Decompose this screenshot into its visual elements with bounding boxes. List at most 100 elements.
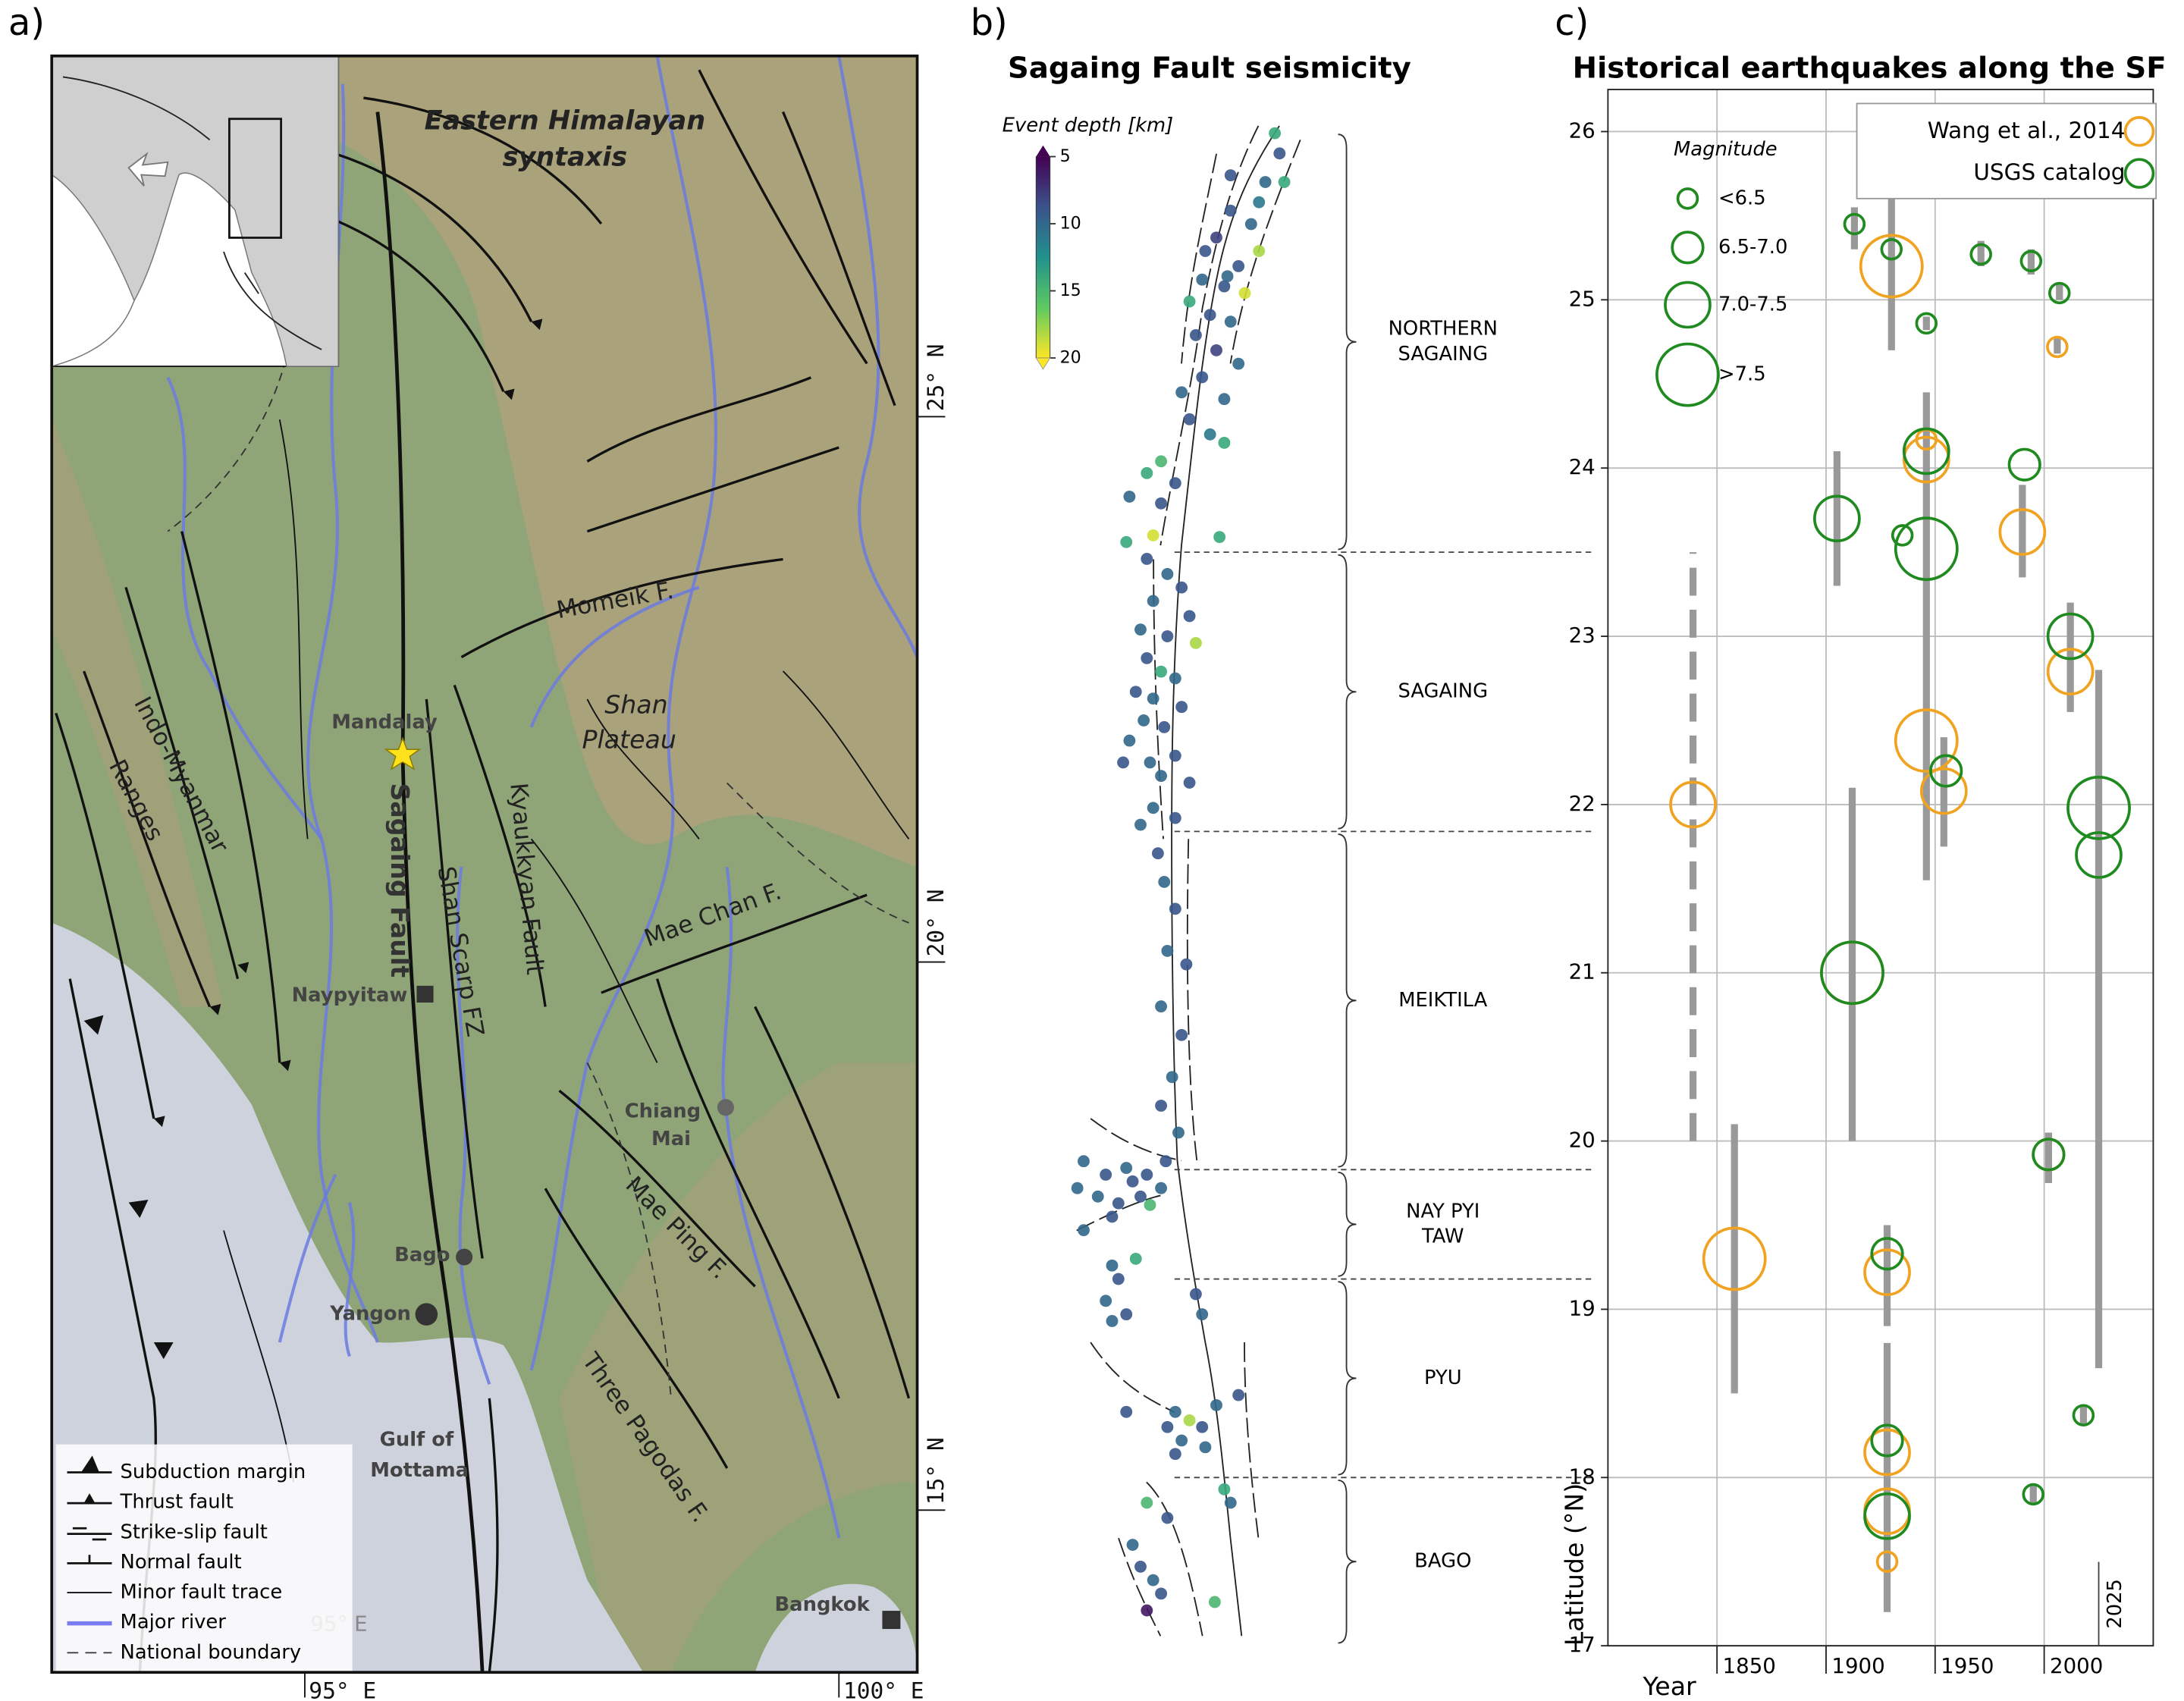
earthquake	[1183, 610, 1196, 623]
earthquake	[1208, 1596, 1221, 1608]
earthquake	[1141, 651, 1153, 664]
river	[456, 866, 491, 1386]
earthquake-marker	[1902, 427, 1950, 475]
earthquake	[1253, 245, 1266, 257]
y-axis-label: Latitude (°N)	[1559, 1483, 1589, 1646]
legend-symbol	[67, 1555, 112, 1564]
earthquake	[1161, 568, 1174, 580]
earthquake-marker	[1902, 435, 1950, 484]
city-marker	[717, 1099, 734, 1116]
earthquake	[1189, 1288, 1202, 1301]
panel-label: b)	[971, 2, 1008, 44]
earthquake-marker	[2048, 281, 2071, 305]
segment-label: SAGAING	[1398, 343, 1488, 366]
earthquake	[1189, 328, 1202, 341]
earthquake	[1210, 231, 1222, 244]
earthquake	[1259, 176, 1272, 188]
size-legend-label: >7.5	[1718, 363, 1766, 386]
earthquake	[1158, 720, 1171, 733]
earthquake	[1183, 1414, 1196, 1426]
earthquake-marker	[1891, 524, 1914, 547]
earthquake-marker	[1915, 312, 1938, 335]
coordinate-label: 20° N	[923, 890, 949, 957]
earthquake-marker	[1843, 212, 1866, 236]
earthquake	[1199, 1441, 1212, 1454]
earthquake	[1151, 847, 1164, 860]
x-axis-label: Year	[1642, 1671, 1696, 1701]
earthquake	[1141, 466, 1153, 479]
city-marker	[456, 1248, 473, 1266]
size-legend-label: 7.0-7.5	[1718, 293, 1787, 315]
legend-label: Thrust fault	[120, 1491, 234, 1514]
earthquake	[1144, 756, 1156, 769]
earthquake	[1169, 811, 1181, 824]
earthquake	[1155, 770, 1168, 783]
earthquake	[1159, 1155, 1172, 1168]
seismicity-panel: Event depth [km]5101520NORTHERNSAGAINGSA…	[1003, 114, 1594, 1644]
region-label: Plateau	[582, 725, 676, 755]
earthquake	[1210, 344, 1222, 356]
earthquake	[1106, 1210, 1119, 1223]
sea	[755, 1583, 918, 1673]
earthquake	[1172, 1126, 1185, 1139]
fault-trace	[425, 557, 868, 1469]
earthquake-marker	[1863, 1248, 1911, 1296]
map-frame	[50, 54, 919, 1674]
coordinate-label: 15° N	[923, 1437, 949, 1505]
map: Eastern Himalayan syntaxis Momeik F. Sha…	[52, 55, 918, 1673]
region-label: Eastern Himalayan	[425, 105, 706, 136]
earthquake	[1175, 701, 1188, 714]
city-marker	[384, 736, 422, 770]
earthquake	[1218, 436, 1231, 449]
earthquake-marker	[2072, 1404, 2095, 1426]
earthquake-marker	[2066, 775, 2131, 840]
legend-box	[55, 1444, 353, 1673]
earthquake	[1078, 1155, 1090, 1168]
earthquake	[1224, 1496, 1237, 1509]
earthquake-marker	[1863, 1492, 1911, 1540]
earthquake	[1155, 1587, 1168, 1600]
y-tick-label: 21	[1569, 959, 1596, 984]
segment-brace	[1338, 1281, 1357, 1476]
earthquake-marker	[2046, 648, 2095, 695]
size-legend-label: <6.5	[1718, 187, 1766, 209]
y-tick-label: 17	[1569, 1632, 1596, 1657]
earthquake	[1134, 623, 1147, 636]
segment-label: MEIKTILA	[1398, 989, 1487, 1012]
city-label: Yangon	[329, 1303, 411, 1326]
map-legend-labels: Subduction margin Thrust fault Strike-slip…	[120, 1461, 306, 1664]
legend-label: Strike-slip fault	[121, 1521, 268, 1543]
earthquake	[1224, 315, 1237, 328]
earthquake	[1144, 1198, 1156, 1211]
earthquake-marker	[2046, 335, 2069, 359]
earthquake	[1126, 1539, 1139, 1551]
y-tick-label: 24	[1569, 454, 1596, 479]
colorbar-extension	[1036, 145, 1050, 157]
segment-label: NAY PYI	[1406, 1200, 1480, 1222]
earthquake	[1120, 535, 1133, 548]
earthquake	[1175, 581, 1188, 594]
inset-land	[51, 55, 339, 367]
colorbar-tick-label: 15	[1060, 281, 1081, 300]
earthquake	[1147, 1574, 1159, 1586]
segment-label: PYU	[1424, 1367, 1462, 1389]
coordinate-label: 95° E	[309, 1678, 376, 1701]
earthquake-marker	[2032, 1138, 2066, 1172]
panel-label: a)	[8, 2, 45, 44]
inset-box	[228, 118, 282, 239]
coordinate-label: 25° N	[923, 344, 949, 411]
earthquake	[1141, 1604, 1153, 1617]
earthquake	[1169, 672, 1181, 685]
sagaing-fault-trace	[375, 111, 485, 1673]
river	[166, 376, 323, 840]
x-tick-label: 1850	[1723, 1653, 1776, 1678]
terrain	[559, 1062, 918, 1673]
panel-label: c)	[1555, 2, 1589, 44]
region-label: Shan	[604, 690, 667, 720]
earthquake	[1273, 147, 1286, 160]
earthquake	[1134, 1560, 1147, 1573]
inset-map	[51, 55, 340, 368]
earthquake-marker	[2075, 831, 2123, 879]
size-legend-marker	[1664, 281, 1712, 329]
